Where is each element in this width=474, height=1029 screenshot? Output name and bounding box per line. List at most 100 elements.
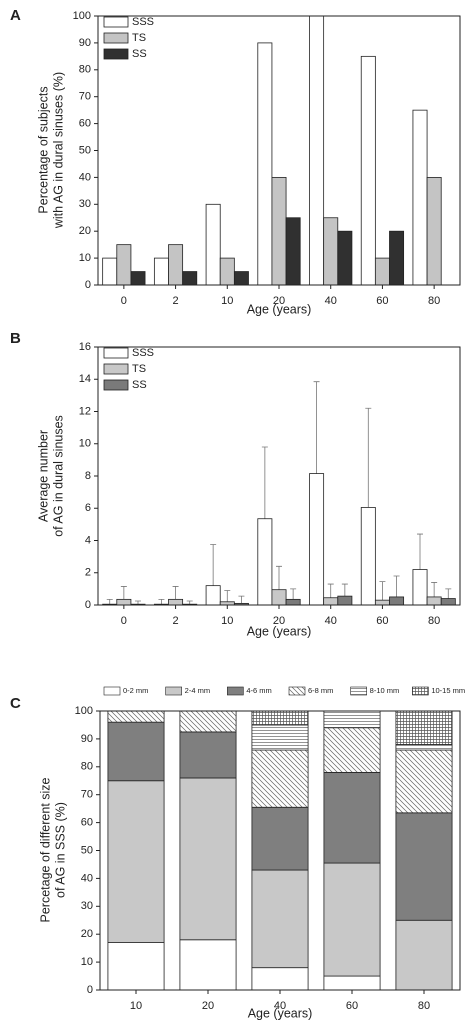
bar-segment xyxy=(107,780,165,943)
bar-segment xyxy=(323,975,381,991)
bar xyxy=(309,473,325,606)
bar xyxy=(116,244,132,286)
panel-label: B xyxy=(10,330,21,347)
bar-segment xyxy=(251,724,309,751)
x-tick-label: 10 xyxy=(221,615,233,627)
error-bar xyxy=(379,581,386,601)
bar-segment xyxy=(107,710,165,723)
bar-segment xyxy=(251,967,309,991)
legend-swatch xyxy=(103,48,129,60)
x-tick-label: 10 xyxy=(221,295,233,307)
bar-segment xyxy=(107,721,165,782)
legend-label: 4-6 mm xyxy=(246,686,271,695)
error-bar xyxy=(158,598,165,605)
x-tick-label: 40 xyxy=(325,295,337,307)
bar xyxy=(257,518,273,606)
bar xyxy=(285,217,301,286)
y-tick-label: 100 xyxy=(73,10,91,22)
y-axis-label: of AG in SSS (%) xyxy=(53,802,67,898)
bar-segment xyxy=(395,919,453,991)
x-tick-label: 60 xyxy=(376,615,388,627)
y-tick-label: 70 xyxy=(79,91,91,103)
x-tick-label: 10 xyxy=(130,1000,142,1012)
y-tick-label: 80 xyxy=(81,761,93,773)
bar-segment xyxy=(251,869,309,969)
y-axis-label: of AG in dural sinuses xyxy=(51,415,65,537)
error-bar xyxy=(341,583,348,597)
bar xyxy=(271,589,287,606)
error-bar xyxy=(261,446,268,519)
bar xyxy=(205,203,221,286)
bar xyxy=(153,257,169,286)
error-bar xyxy=(238,595,245,604)
error-bar xyxy=(327,583,334,598)
y-tick-label: 80 xyxy=(79,64,91,76)
legend-label: 0-2 mm xyxy=(123,686,148,695)
error-bar xyxy=(106,598,113,605)
y-tick-label: 40 xyxy=(81,872,93,884)
error-bar xyxy=(445,588,452,599)
bar xyxy=(412,569,428,606)
y-tick-label: 50 xyxy=(79,144,91,156)
legend-label: SSS xyxy=(132,16,154,28)
bar xyxy=(285,598,301,606)
legend-swatch xyxy=(103,363,129,375)
bar xyxy=(257,42,273,286)
bar xyxy=(323,597,339,606)
bar-segment xyxy=(179,777,237,941)
error-bar xyxy=(365,407,372,508)
legend-label: SS xyxy=(132,379,147,391)
bar-segment xyxy=(323,862,381,977)
legend-swatch xyxy=(288,686,306,696)
bar xyxy=(130,271,146,286)
y-tick-label: 60 xyxy=(81,817,93,829)
x-tick-label: 80 xyxy=(428,615,440,627)
legend-swatch xyxy=(103,16,129,28)
y-tick-label: 30 xyxy=(81,900,93,912)
bar xyxy=(426,176,442,286)
bar xyxy=(323,217,339,286)
bar-segment xyxy=(179,939,237,991)
bar xyxy=(102,257,118,286)
bar-segment xyxy=(395,749,453,814)
legend-swatch xyxy=(165,686,182,696)
legend-swatch xyxy=(103,379,129,391)
x-axis-label: Age (years) xyxy=(247,302,312,316)
bar xyxy=(389,230,405,286)
bar xyxy=(374,257,390,286)
bar xyxy=(374,599,390,606)
error-bar xyxy=(313,381,320,474)
x-tick-label: 40 xyxy=(274,1000,286,1012)
y-tick-label: 70 xyxy=(81,789,93,801)
y-tick-label: 6 xyxy=(85,502,91,514)
x-tick-label: 80 xyxy=(428,295,440,307)
bar-segment xyxy=(323,771,381,864)
legend-swatch xyxy=(103,347,129,359)
y-tick-label: 30 xyxy=(79,198,91,210)
error-bar xyxy=(186,600,193,605)
bar-segment xyxy=(395,744,453,751)
y-tick-label: 0 xyxy=(85,279,91,291)
x-tick-label: 60 xyxy=(376,295,388,307)
bar-segment xyxy=(251,710,309,726)
x-tick-label: 60 xyxy=(346,1000,358,1012)
y-axis-label: Percentage of subjects xyxy=(36,86,50,213)
bar xyxy=(389,596,405,606)
error-bar xyxy=(276,565,282,590)
bar xyxy=(426,596,442,606)
bar xyxy=(271,176,287,286)
legend-label: 6-8 mm xyxy=(308,686,333,695)
bar-segment xyxy=(179,710,237,733)
y-tick-label: 8 xyxy=(85,470,91,482)
x-tick-label: 2 xyxy=(173,295,179,307)
bar-segment xyxy=(323,727,381,773)
y-tick-label: 20 xyxy=(79,225,91,237)
error-bar xyxy=(224,590,231,602)
x-tick-label: 20 xyxy=(273,295,285,307)
x-tick-label: 2 xyxy=(173,615,179,627)
y-tick-label: 2 xyxy=(85,567,91,579)
y-tick-label: 0 xyxy=(87,984,93,996)
bar-segment xyxy=(323,710,381,729)
bar xyxy=(337,230,353,286)
bar xyxy=(233,271,249,286)
